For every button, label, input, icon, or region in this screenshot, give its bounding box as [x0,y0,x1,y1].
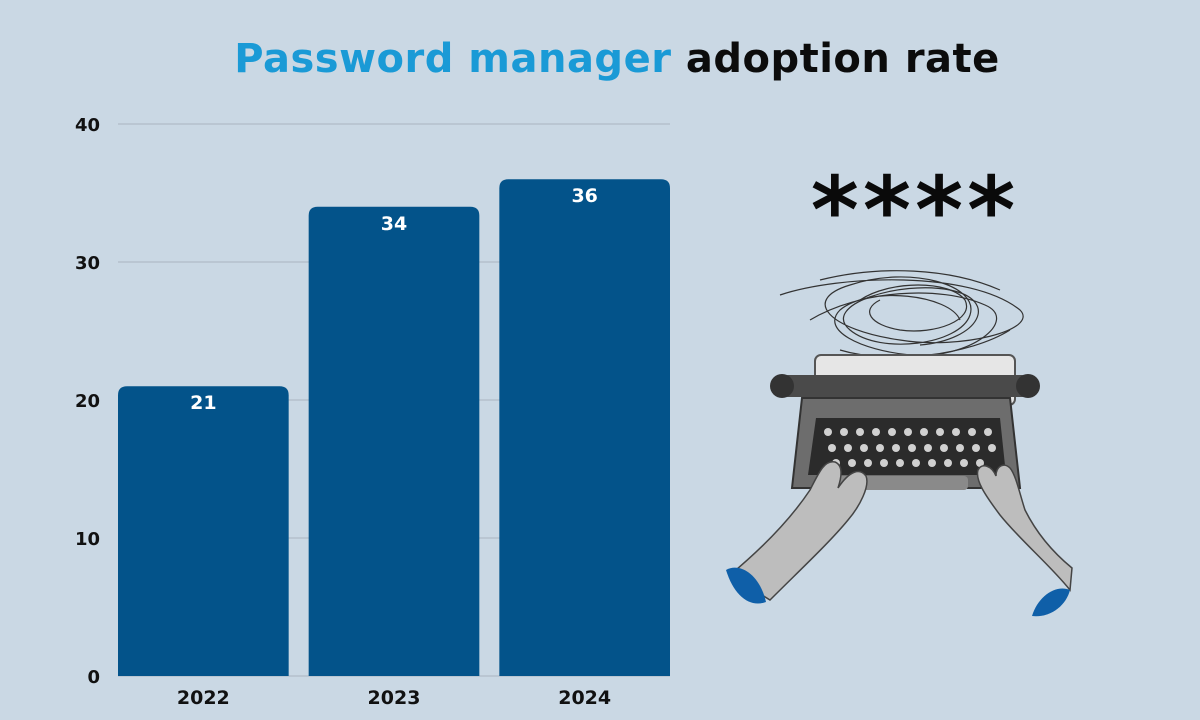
y-tick-label: 0 [87,667,100,688]
typewriter-illustration: **** [726,170,1073,617]
y-tick-label: 20 [75,391,100,412]
bar-2022 [118,386,289,676]
x-tick-label-2024: 2024 [558,687,611,709]
value-label-2022: 21 [190,392,216,414]
x-tick-label-2022: 2022 [177,687,230,709]
bar-2024 [499,179,670,676]
masked-password-text: **** [811,170,1019,264]
typewriter-icon [770,354,1040,490]
y-tick-label: 30 [75,253,100,274]
y-tick-label: 40 [75,115,100,136]
scribble-icon [779,270,1024,358]
chart-title: Password manager adoption rate [0,36,1200,82]
chart-title-rest: adoption rate [685,36,1000,82]
hands-icon [726,461,1073,617]
bar-2023 [308,206,480,677]
chart-title-highlight: Password manager [234,36,672,82]
x-tick-label-2023: 2023 [368,687,421,709]
value-label-2023: 34 [381,213,407,235]
y-tick-label: 10 [75,529,100,550]
value-label-2024: 36 [571,185,597,207]
bar-chart: 0 10 20 30 40 21 2022 34 2023 36 2024 [75,115,670,709]
